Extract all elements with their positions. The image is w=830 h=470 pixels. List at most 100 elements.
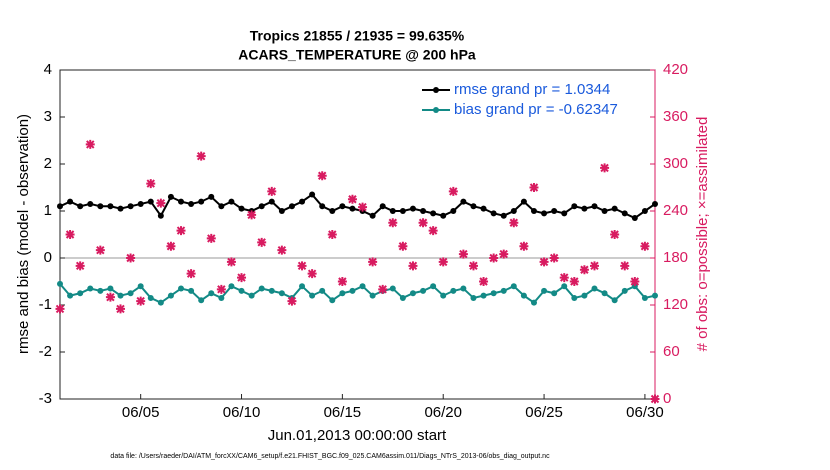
- point: [117, 292, 124, 299]
- count-marker: [620, 261, 630, 271]
- point: [278, 208, 285, 214]
- count-marker: [166, 241, 176, 251]
- count-marker: [126, 253, 136, 263]
- point: [440, 292, 447, 299]
- y2-tick-label: 60: [663, 343, 680, 360]
- point: [188, 200, 195, 207]
- point: [409, 290, 416, 297]
- count-marker: [307, 269, 317, 279]
- point: [349, 287, 356, 294]
- point: [137, 283, 144, 290]
- count-marker: [247, 210, 257, 220]
- count-marker: [398, 241, 408, 251]
- y2-axis-label: # of obs: o=possible; ×=assimilated: [694, 117, 711, 352]
- count-marker: [368, 257, 378, 267]
- point: [147, 198, 154, 205]
- x-tick-label: 06/05: [122, 404, 160, 421]
- point: [329, 297, 336, 304]
- point: [530, 299, 537, 306]
- point: [299, 198, 306, 205]
- point: [349, 205, 356, 212]
- count-marker: [226, 257, 236, 267]
- point: [460, 285, 467, 292]
- point: [601, 208, 608, 214]
- x-tick-label: 06/30: [626, 404, 664, 421]
- count-marker: [630, 277, 640, 286]
- point: [541, 210, 548, 217]
- point: [561, 210, 568, 217]
- point: [621, 210, 628, 217]
- point: [561, 283, 568, 290]
- x-tick-label: 06/20: [424, 404, 462, 421]
- count-marker: [216, 284, 226, 294]
- count-marker: [489, 253, 499, 263]
- point: [500, 287, 507, 294]
- point: [218, 203, 225, 210]
- point: [601, 290, 608, 297]
- y2-tick-label: 120: [663, 296, 688, 313]
- count-marker: [237, 273, 247, 283]
- point: [409, 205, 416, 212]
- count-marker: [479, 277, 489, 286]
- point: [470, 294, 477, 301]
- point: [379, 203, 386, 210]
- y-tick-label: 4: [44, 61, 52, 78]
- point: [268, 198, 275, 205]
- point: [480, 292, 487, 299]
- count-marker: [75, 261, 85, 271]
- point: [399, 208, 406, 214]
- count-marker: [519, 241, 529, 251]
- y-tick-label: 2: [44, 155, 52, 172]
- point: [278, 290, 285, 297]
- point: [450, 287, 457, 294]
- count-marker: [267, 186, 277, 196]
- count-marker: [378, 284, 388, 294]
- count-marker: [136, 296, 146, 306]
- point: [117, 205, 124, 212]
- count-marker: [418, 218, 428, 228]
- y-tick-label: 0: [44, 249, 52, 266]
- point: [420, 208, 427, 214]
- point: [208, 290, 215, 297]
- point: [571, 203, 578, 210]
- point: [319, 287, 326, 294]
- x-tick-label: 06/15: [324, 404, 362, 421]
- point: [67, 198, 74, 205]
- count-marker: [347, 194, 357, 204]
- count-marker: [579, 265, 589, 275]
- x-tick-label: 06/10: [223, 404, 261, 421]
- y2-tick-label: 180: [663, 249, 688, 266]
- point: [460, 198, 467, 205]
- count-marker: [448, 186, 458, 196]
- point: [87, 285, 94, 292]
- count-marker: [529, 183, 539, 192]
- count-marker: [196, 151, 206, 161]
- point: [611, 297, 618, 304]
- point: [591, 285, 598, 292]
- point: [369, 212, 376, 219]
- count-marker: [287, 296, 297, 306]
- point: [309, 191, 316, 198]
- y-axis-label: rmse and bias (model - observation): [15, 114, 32, 354]
- count-marker: [257, 237, 267, 247]
- y2-tick-label: 0: [663, 390, 671, 407]
- point: [188, 287, 195, 294]
- footnote: data file: /Users/raeder/DAI/ATM_forcXX/…: [110, 453, 550, 460]
- point: [520, 198, 527, 205]
- count-marker: [95, 245, 105, 255]
- count-marker: [105, 292, 115, 302]
- point: [167, 292, 174, 299]
- point: [611, 205, 618, 212]
- point: [248, 292, 255, 299]
- count-marker: [509, 218, 519, 228]
- point: [238, 205, 245, 212]
- point: [198, 297, 205, 304]
- point: [551, 208, 558, 214]
- point: [57, 203, 63, 210]
- point: [490, 290, 497, 297]
- x-axis-label: Jun.01,2013 00:00:00 start: [268, 427, 447, 444]
- y2-tick-label: 420: [663, 61, 688, 78]
- point: [178, 198, 185, 205]
- count-marker: [277, 245, 287, 255]
- point: [218, 294, 225, 301]
